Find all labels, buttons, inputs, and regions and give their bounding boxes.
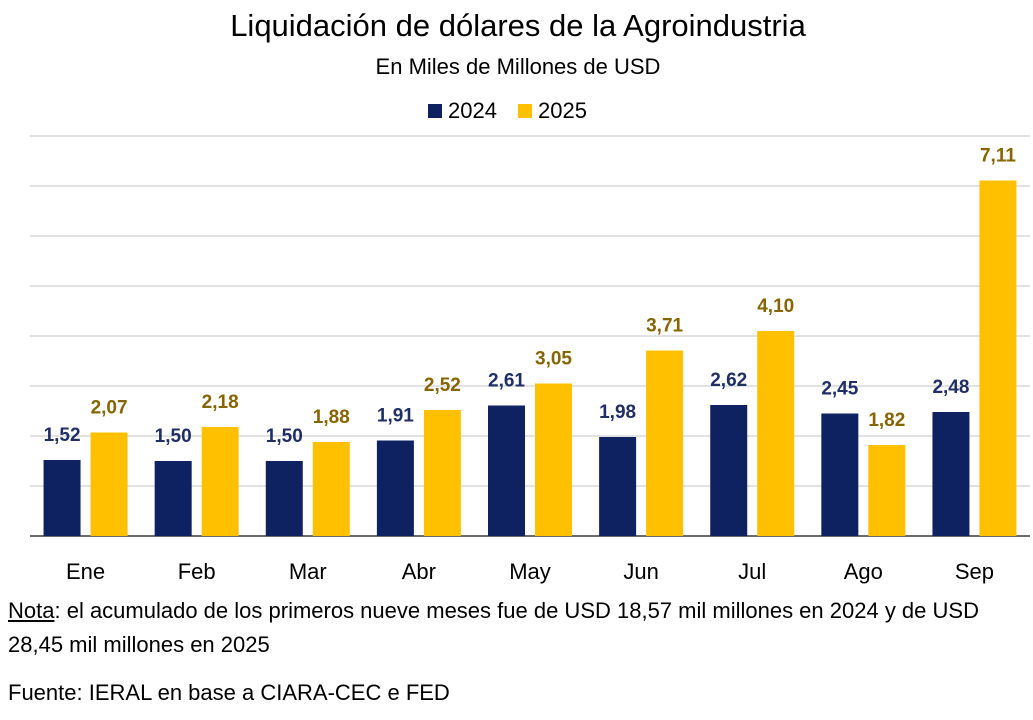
x-tick-label: May	[509, 559, 551, 584]
x-tick-label: Mar	[289, 559, 327, 584]
value-label: 2,52	[424, 375, 461, 396]
value-label: 3,05	[535, 349, 572, 370]
bar	[201, 427, 239, 536]
bar	[312, 442, 350, 536]
value-label: 2,18	[202, 392, 239, 413]
value-label: 2,62	[710, 370, 747, 391]
legend-swatch	[428, 104, 442, 118]
value-label: 4,10	[757, 296, 794, 317]
bar	[90, 432, 128, 536]
x-tick-label: Jun	[623, 559, 658, 584]
legend-swatch	[518, 104, 532, 118]
bar	[979, 180, 1017, 536]
legend-label: 2024	[448, 98, 497, 123]
value-label: 2,45	[821, 379, 858, 400]
value-label: 1,88	[313, 407, 350, 428]
bar	[757, 331, 795, 536]
bar	[821, 413, 859, 536]
bar	[423, 410, 461, 536]
bar	[646, 350, 684, 536]
value-label: 1,98	[599, 402, 636, 423]
value-label: 1,50	[266, 426, 303, 447]
note: Nota: el acumulado de los primeros nueve…	[8, 594, 1028, 662]
bar	[43, 460, 81, 536]
note-label: Nota	[8, 598, 55, 623]
x-tick-label: Jul	[738, 559, 766, 584]
x-tick-label: Sep	[955, 559, 994, 584]
x-tick-label: Ago	[844, 559, 883, 584]
bar	[376, 440, 414, 536]
value-label: 2,48	[932, 377, 969, 398]
value-label: 1,50	[155, 426, 192, 447]
value-label: 2,61	[488, 371, 525, 392]
bar	[488, 405, 525, 536]
value-label: 2,07	[91, 398, 128, 419]
legend-label: 2025	[538, 98, 587, 123]
value-label: 1,82	[868, 410, 905, 431]
chart: Liquidación de dólares de la Agroindustr…	[30, 8, 1030, 584]
value-label: 3,71	[646, 316, 683, 337]
bar	[265, 461, 303, 536]
value-label: 1,52	[44, 425, 81, 446]
bar	[932, 412, 970, 536]
note-text: : el acumulado de los primeros nueve mes…	[8, 598, 979, 657]
value-label: 7,11	[980, 146, 1016, 167]
bar	[599, 437, 637, 536]
source: Fuente: IERAL en base a CIARA-CEC e FED	[8, 680, 450, 705]
chart-title: Liquidación de dólares de la Agroindustr…	[230, 8, 806, 43]
bar	[710, 405, 748, 536]
x-tick-label: Feb	[178, 559, 216, 584]
chart-subtitle: En Miles de Millones de USD	[376, 54, 661, 79]
value-label: 1,91	[377, 406, 414, 427]
x-tick-label: Ene	[66, 559, 105, 584]
bar	[535, 383, 572, 536]
bar	[868, 445, 906, 536]
x-tick-label: Abr	[402, 559, 436, 584]
bar	[154, 461, 192, 536]
